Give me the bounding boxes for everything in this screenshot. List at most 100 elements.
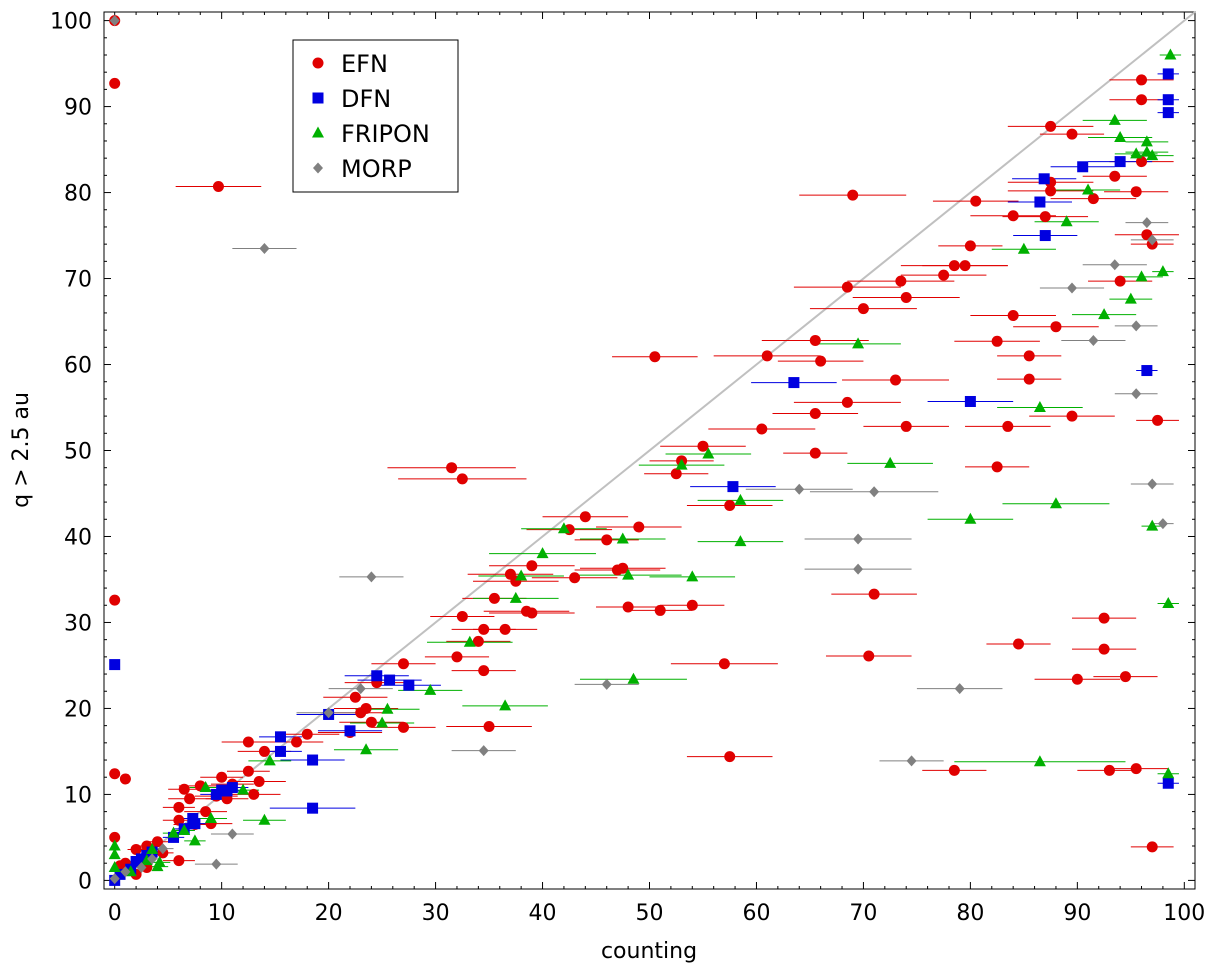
- legend-entries: EFN DFN FRIPON MORP: [312, 50, 430, 183]
- fripon-point: [360, 743, 373, 755]
- fripon-point: [146, 842, 159, 854]
- efn-point: [173, 855, 185, 867]
- morp-point: [147, 853, 158, 865]
- efn-point: [847, 189, 859, 201]
- morp-point: [136, 862, 147, 874]
- dfn-point: [384, 674, 396, 686]
- efn-point: [948, 764, 960, 776]
- dfn-point: [1114, 156, 1126, 168]
- y-tick-label: 30: [64, 611, 92, 636]
- dfn-point: [226, 782, 238, 794]
- fripon-point: [108, 861, 121, 873]
- fripon-point: [1162, 597, 1175, 609]
- efn-point: [397, 658, 409, 670]
- fripon-point: [1114, 131, 1127, 143]
- efn-point: [964, 240, 976, 252]
- efn-point: [809, 334, 821, 346]
- fripon-point: [178, 824, 191, 836]
- fripon-point: [499, 699, 512, 711]
- efn-point: [970, 195, 982, 207]
- efn-point: [841, 396, 853, 408]
- efn-point: [1119, 671, 1131, 683]
- efn-point: [248, 788, 260, 800]
- efn-point: [857, 303, 869, 315]
- dfn-point: [1034, 196, 1046, 208]
- dfn-point: [1077, 161, 1089, 173]
- x-tick-label: 30: [422, 901, 450, 926]
- dfn-point: [403, 679, 415, 691]
- fripon-point: [1146, 519, 1159, 531]
- efn-point: [1103, 764, 1115, 776]
- efn-point: [895, 275, 907, 287]
- efn-point: [499, 623, 511, 635]
- morp-point: [109, 873, 120, 885]
- fripon-point: [1017, 242, 1030, 254]
- fripon-point: [1124, 292, 1137, 304]
- morp-point: [478, 745, 489, 757]
- fripon-point: [167, 826, 180, 838]
- x-tick-label: 0: [108, 901, 122, 926]
- efn-point: [617, 562, 629, 574]
- x-tick-label: 80: [956, 901, 984, 926]
- y-tick-labels: 0 10 20 30 40 50 60 70 80 90 100: [50, 10, 92, 895]
- efn-point: [1114, 275, 1126, 287]
- efn-point: [119, 773, 131, 785]
- fripon-point: [140, 854, 153, 866]
- efn-point: [756, 423, 768, 435]
- dfn-point: [727, 481, 739, 493]
- efn-point: [1098, 643, 1110, 655]
- fripon-point: [204, 811, 217, 823]
- efn-point: [472, 635, 484, 647]
- fripon-point: [153, 855, 166, 867]
- morp-point: [1141, 217, 1152, 229]
- efn-point: [242, 765, 254, 777]
- efn-point: [488, 592, 500, 604]
- efn-point: [654, 604, 666, 616]
- fripon-point: [509, 591, 522, 603]
- x-tick-label: 90: [1063, 901, 1091, 926]
- efn-point: [1098, 612, 1110, 624]
- efn-point: [173, 801, 185, 813]
- morp-point: [1109, 259, 1120, 271]
- fripon-point: [1098, 308, 1111, 320]
- efn-point: [360, 702, 372, 714]
- dfn-point: [344, 725, 356, 737]
- morp-point: [954, 683, 965, 695]
- x-tick-label: 70: [849, 901, 877, 926]
- x-tick-labels: 0 10 20 30 40 50 60 70 80 90 100: [108, 901, 1206, 926]
- y-tick-label: 90: [64, 96, 92, 121]
- dfn-point: [274, 745, 286, 757]
- efn-point: [1066, 128, 1078, 140]
- fripon-point: [734, 493, 747, 505]
- y-tick-label: 70: [64, 268, 92, 293]
- efn-point: [1136, 94, 1148, 106]
- legend-marker-efn: [312, 57, 324, 69]
- efn-point: [258, 745, 270, 757]
- fripon-point: [258, 813, 271, 825]
- fripon-point: [557, 522, 570, 534]
- efn-point: [649, 351, 661, 363]
- efn-point: [761, 350, 773, 362]
- dfn-point: [307, 754, 319, 766]
- efn-point: [291, 736, 303, 748]
- y-tick-label: 50: [64, 440, 92, 465]
- morp-point: [601, 678, 612, 690]
- x-tick-label: 10: [208, 901, 236, 926]
- fripon-point: [884, 456, 897, 468]
- legend-label-efn: EFN: [341, 50, 388, 78]
- efn-point: [109, 831, 121, 843]
- dfn-point: [371, 670, 383, 682]
- dfn-point: [1162, 94, 1174, 106]
- fripon-point: [1164, 48, 1177, 60]
- morp-point: [109, 15, 120, 27]
- efn-point: [724, 500, 736, 512]
- efn-point: [130, 843, 142, 855]
- morp-point: [120, 866, 131, 878]
- efn-point: [697, 440, 709, 452]
- efn-point: [1045, 185, 1057, 197]
- fripon-point: [1135, 270, 1148, 282]
- efn-point: [216, 771, 228, 783]
- efn-point: [601, 534, 613, 546]
- x-tick-label: 50: [636, 901, 664, 926]
- fripon-point: [463, 635, 476, 647]
